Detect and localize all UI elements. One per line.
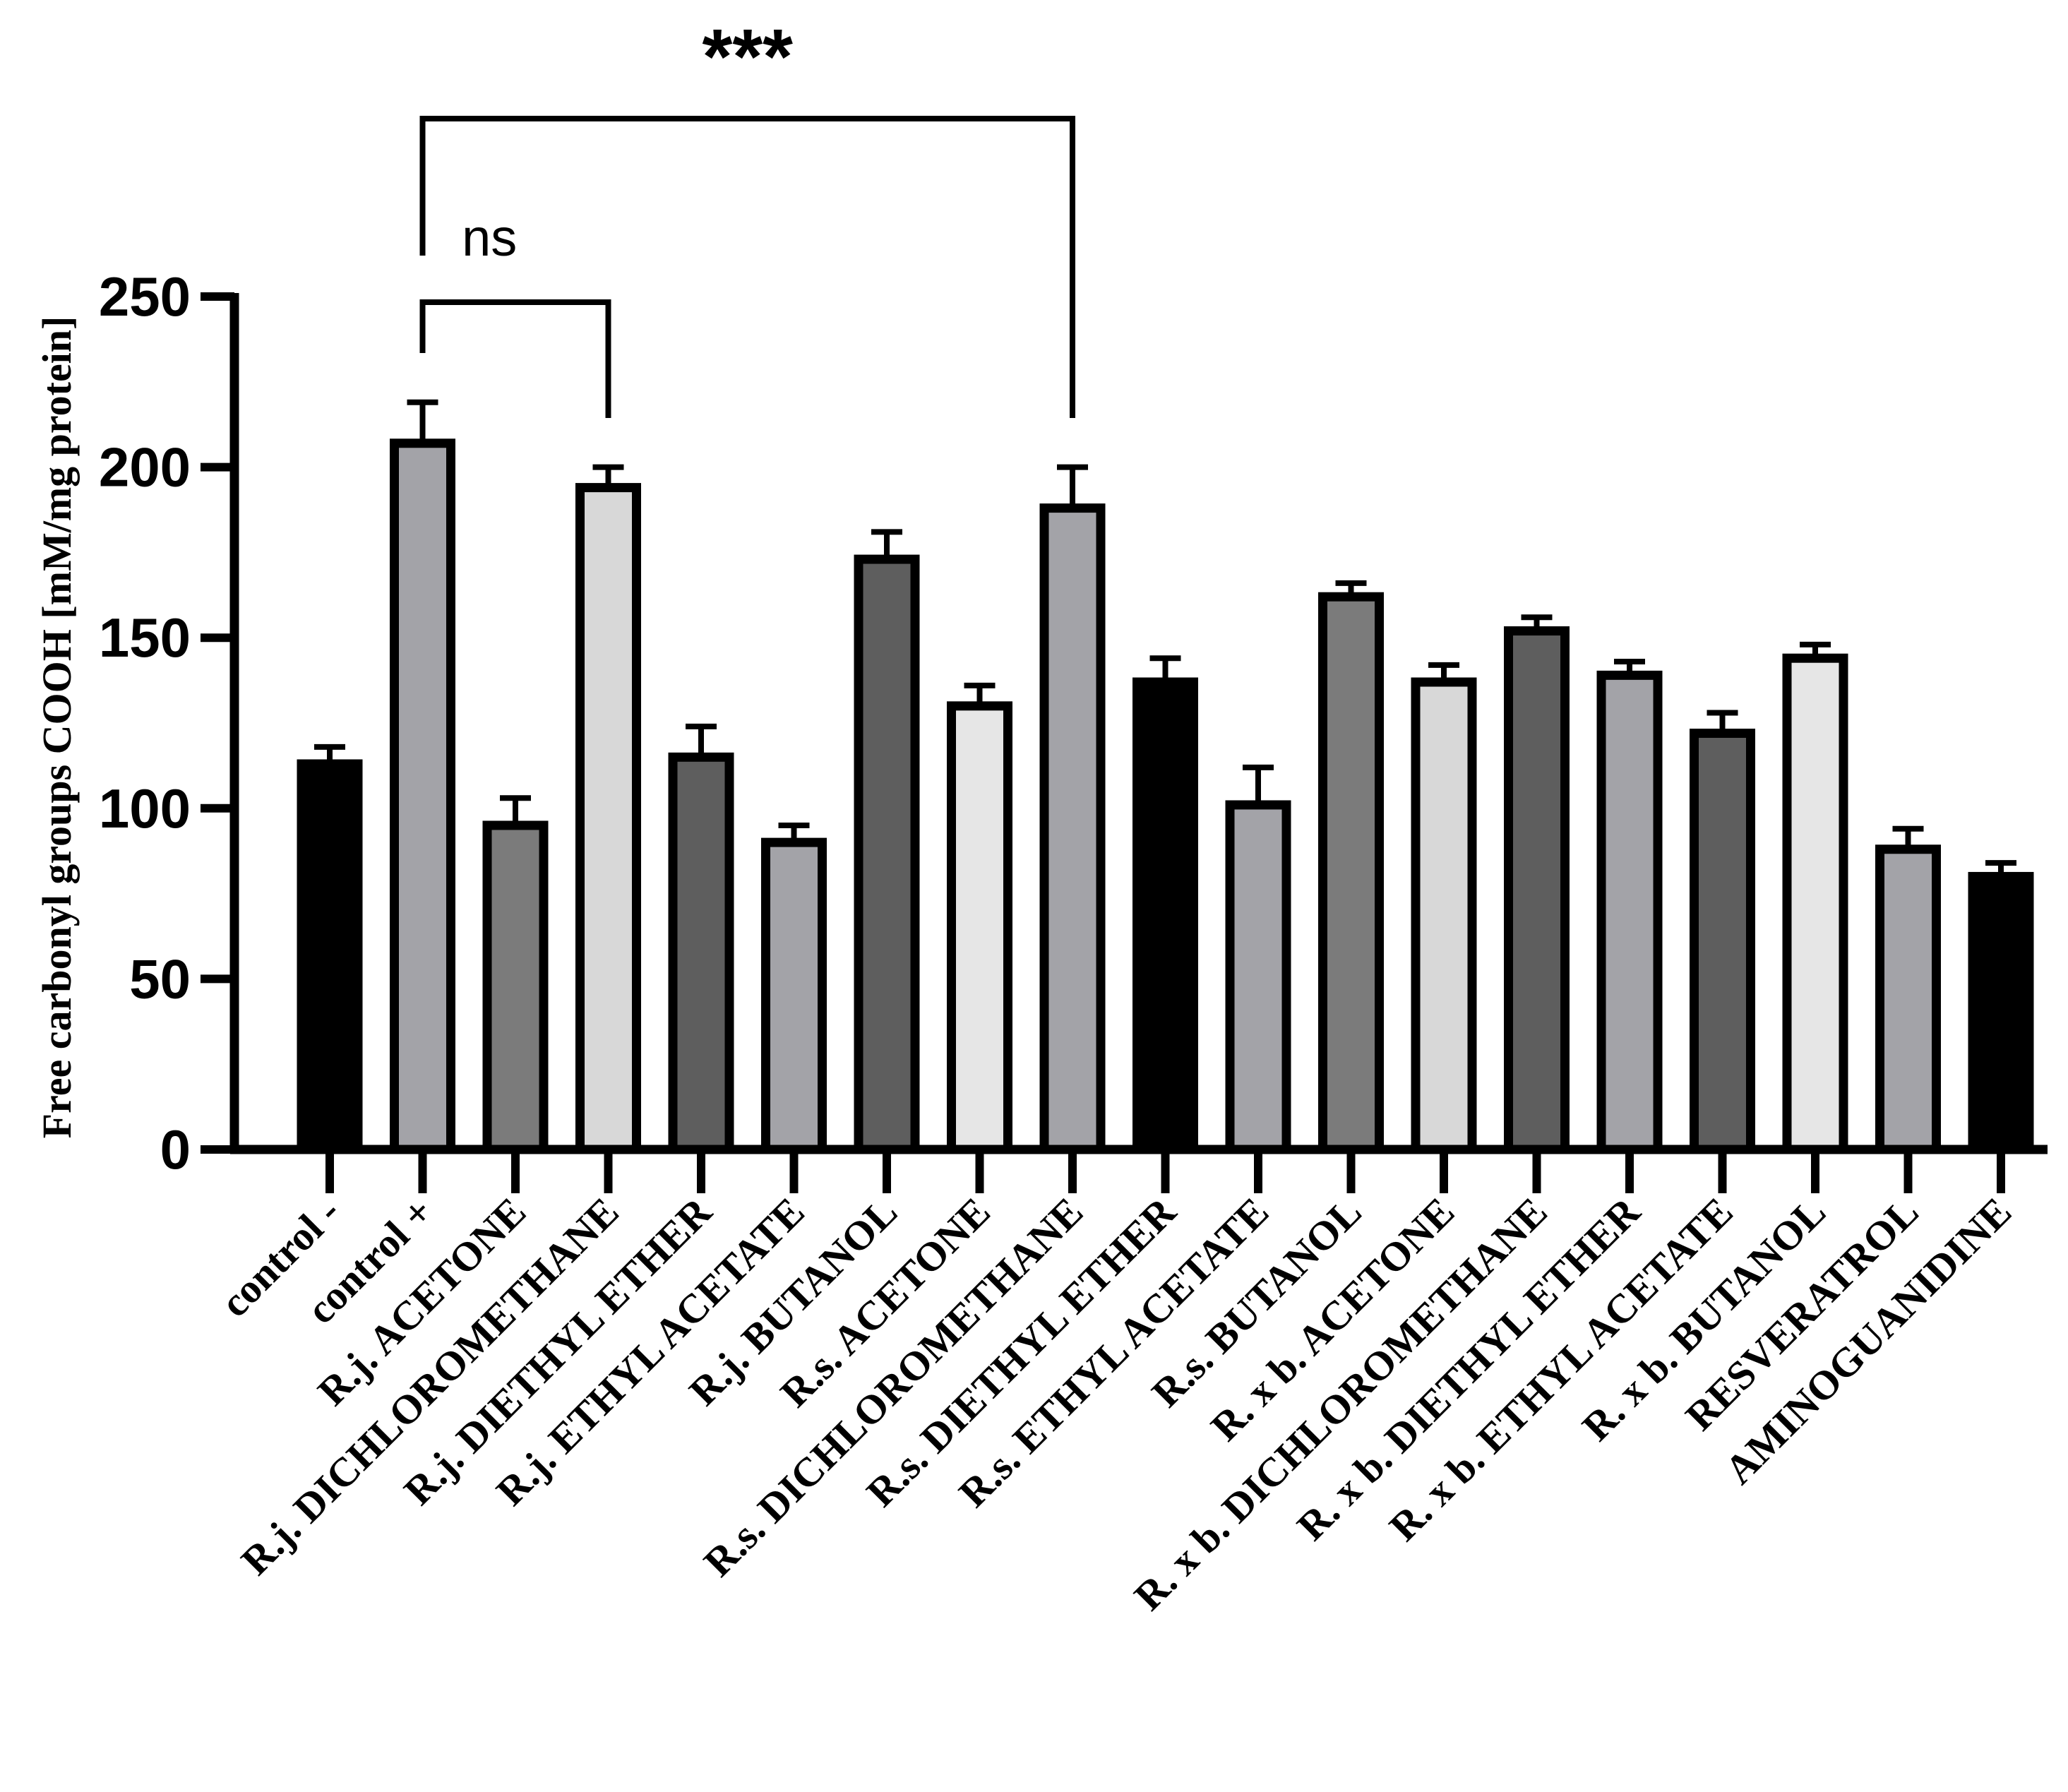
significance-label: *** <box>703 13 794 100</box>
bar <box>668 752 734 1154</box>
bar <box>1690 728 1755 1154</box>
bar <box>1225 800 1291 1154</box>
bar <box>1875 844 1941 1154</box>
bar <box>1318 592 1384 1154</box>
bar <box>1411 677 1477 1154</box>
bar <box>1132 677 1198 1154</box>
significance-bracket <box>419 116 1075 418</box>
bar <box>761 837 827 1154</box>
y-tick-label: 50 <box>129 948 191 1010</box>
bar <box>390 438 455 1154</box>
bar <box>482 820 549 1154</box>
significance-brackets: ns *** <box>419 13 1075 418</box>
y-tick-label: 150 <box>99 607 191 669</box>
bar <box>854 554 920 1154</box>
bar <box>1596 670 1663 1154</box>
bar <box>297 759 363 1154</box>
y-axis: 0 50 100 150 200 250 <box>99 265 239 1181</box>
y-axis-label: Free carbonyl groups COOH [mM/mg protein… <box>34 316 80 1139</box>
significance-label: ns <box>462 208 517 267</box>
significance-bracket <box>419 299 611 418</box>
y-tick-label: 100 <box>99 777 191 840</box>
bar <box>1968 871 2034 1154</box>
bar <box>947 701 1012 1154</box>
bars <box>297 399 2034 1154</box>
bar <box>1039 503 1106 1154</box>
bar <box>575 483 641 1154</box>
bar <box>1782 653 1848 1154</box>
y-tick-label: 0 <box>160 1118 191 1181</box>
y-tick-label: 250 <box>99 265 191 328</box>
y-tick-label: 200 <box>99 436 191 498</box>
bar <box>1504 626 1570 1154</box>
